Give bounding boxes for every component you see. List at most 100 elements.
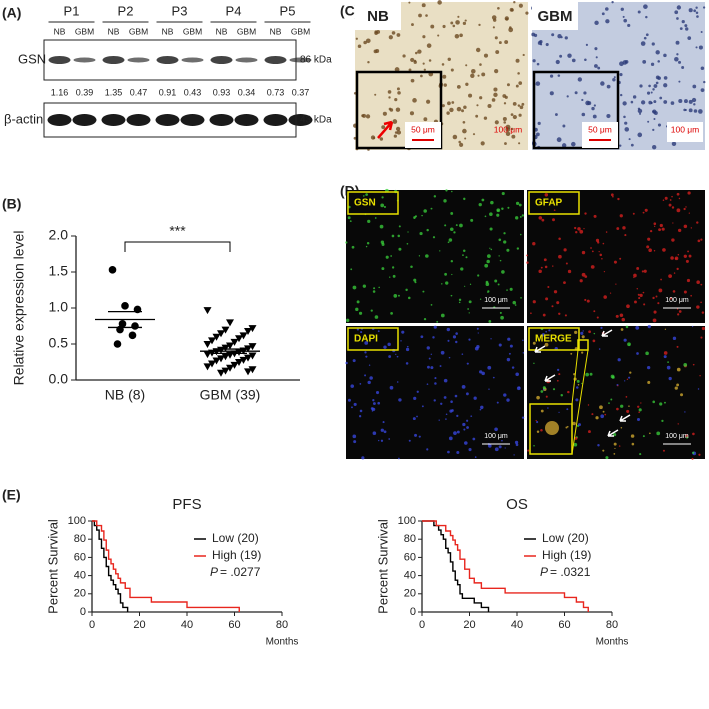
signal <box>566 408 569 411</box>
signal <box>613 260 617 264</box>
signal <box>553 290 558 294</box>
signal <box>580 331 584 335</box>
cell <box>396 33 401 37</box>
cell <box>695 46 698 49</box>
point <box>230 361 239 369</box>
cell <box>559 54 563 58</box>
signal <box>600 414 605 419</box>
cell <box>472 133 476 136</box>
survival-curve <box>92 520 129 612</box>
signal <box>557 368 560 372</box>
cell <box>464 19 467 22</box>
cell <box>678 80 681 83</box>
survival-curve <box>422 520 490 612</box>
signal <box>656 431 661 436</box>
signal <box>368 364 371 366</box>
cell <box>408 68 412 72</box>
cell <box>487 103 492 108</box>
signal <box>519 215 522 218</box>
cell <box>561 143 567 148</box>
cell <box>627 23 631 28</box>
signal <box>646 245 650 249</box>
cell <box>583 91 587 95</box>
signal <box>413 278 417 282</box>
cell <box>455 20 460 25</box>
signal <box>593 214 597 218</box>
cell <box>700 88 705 93</box>
signal <box>649 432 651 435</box>
cell <box>355 37 358 40</box>
cell <box>597 66 601 70</box>
cell <box>696 15 699 18</box>
signal <box>536 395 540 400</box>
signal <box>690 227 693 229</box>
cell <box>698 109 703 114</box>
annotation-symbol: P <box>210 565 218 579</box>
point <box>239 332 248 340</box>
signal <box>375 390 380 395</box>
signal <box>422 290 425 293</box>
signal <box>617 197 620 201</box>
signal <box>533 362 535 365</box>
signal <box>350 384 355 388</box>
cell <box>450 68 454 72</box>
lane-label: GBM <box>129 26 148 36</box>
point <box>248 352 257 360</box>
signal <box>581 272 586 277</box>
patient-label: P3 <box>172 3 188 18</box>
cell <box>494 120 499 125</box>
point <box>113 340 122 348</box>
signal <box>372 290 376 293</box>
point <box>217 369 225 377</box>
cell <box>475 114 479 118</box>
signal <box>506 398 510 402</box>
signal <box>597 443 600 447</box>
signal <box>364 351 367 354</box>
signal <box>427 365 430 369</box>
cell <box>395 107 401 112</box>
signal <box>378 439 380 442</box>
signal <box>506 289 508 291</box>
cell <box>653 100 657 104</box>
lane-label: NB <box>108 26 120 36</box>
signal <box>686 436 689 439</box>
signal <box>545 297 549 301</box>
ratio: 0.91 <box>159 87 177 97</box>
cell <box>692 84 697 89</box>
cell <box>585 43 589 47</box>
cell <box>605 7 609 11</box>
cell <box>418 13 422 18</box>
cell <box>648 100 653 105</box>
signal <box>674 386 678 390</box>
kda: 43 kDa <box>300 115 332 126</box>
signal <box>480 405 484 410</box>
signal <box>499 259 502 262</box>
point <box>221 344 230 352</box>
signal <box>593 310 596 313</box>
signal <box>591 250 594 253</box>
signal <box>589 372 593 376</box>
signal <box>633 273 637 278</box>
arrow <box>377 120 394 139</box>
cell <box>437 34 440 37</box>
signal <box>433 325 437 329</box>
signal <box>564 314 567 317</box>
signal <box>360 331 363 334</box>
signal <box>452 335 457 339</box>
point <box>203 341 212 348</box>
signal <box>699 375 701 377</box>
signal <box>677 228 682 233</box>
cell <box>471 68 476 74</box>
cell <box>601 12 605 16</box>
signal <box>567 390 570 394</box>
signal <box>616 407 619 411</box>
signal <box>383 205 386 209</box>
signal <box>668 376 672 381</box>
signal <box>462 422 466 427</box>
y-tick-label: 2.0 <box>49 227 69 243</box>
significance-bracket <box>124 241 231 252</box>
panel-label: (C) <box>340 3 359 19</box>
signal <box>477 332 479 334</box>
signal <box>645 351 649 356</box>
signal <box>653 310 657 314</box>
